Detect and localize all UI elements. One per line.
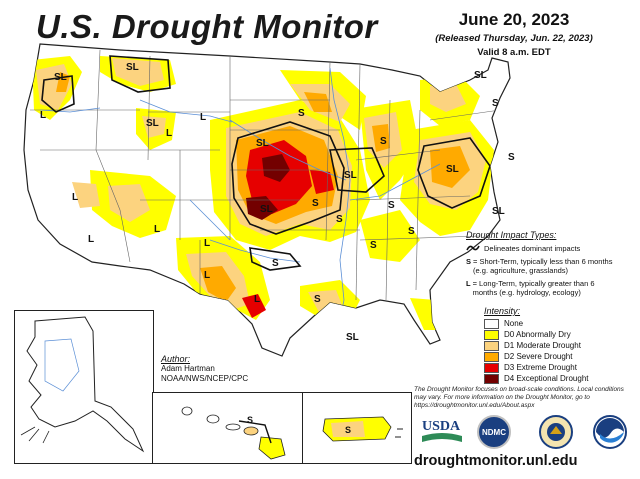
label-l-ca: L bbox=[72, 192, 78, 203]
label-s-wv: S bbox=[408, 226, 415, 237]
commerce-seal-logo bbox=[539, 415, 573, 449]
impact-lines bbox=[41, 55, 491, 271]
legend-d3: D3 Extreme Drought bbox=[484, 362, 589, 373]
website-url[interactable]: droughtmonitor.unl.edu bbox=[414, 453, 578, 469]
hawaii-map: S bbox=[181, 406, 286, 460]
label-sl-mt: SL bbox=[146, 118, 159, 129]
date-block: June 20, 2023 (Released Thursday, Jun. 2… bbox=[416, 10, 612, 58]
intensity-header: Intensity: bbox=[484, 306, 521, 316]
label-l-nm: L bbox=[204, 238, 210, 249]
usda-text: USDA bbox=[422, 419, 461, 434]
legend-label: None bbox=[504, 319, 524, 328]
impact-delineate-row: Delineates dominant impacts bbox=[466, 244, 636, 253]
label-l-ca2: L bbox=[88, 234, 94, 245]
intensity-legend: Intensity: None D0 Abnormally Dry D1 Mod… bbox=[484, 306, 589, 384]
state-borders bbox=[30, 49, 501, 301]
author-name: Adam Hartman bbox=[161, 364, 215, 373]
label-s-mo: S bbox=[312, 198, 319, 209]
legend-none: None bbox=[484, 318, 589, 329]
label-s-ky: S bbox=[370, 240, 377, 251]
label-s-mn: S bbox=[298, 108, 305, 119]
author-org: NOAA/NWS/NCEP/CPC bbox=[161, 374, 249, 383]
impact-header: Drought Impact Types: bbox=[466, 230, 557, 240]
partner-logos: USDA NDMC bbox=[416, 414, 636, 450]
impact-short-row: S = Short-Term, typically less than 6 mo… bbox=[466, 257, 636, 275]
legend-label: D0 Abnormally Dry bbox=[504, 330, 571, 339]
legend-label: D3 Extreme Drought bbox=[504, 363, 577, 372]
short-term-text: = Short-Term, typically less than 6 mont… bbox=[473, 257, 613, 275]
long-term-text: = Long-Term, typically greater than 6 mo… bbox=[472, 279, 595, 297]
delineation-line-icon bbox=[466, 245, 480, 251]
hawaii-inset: S bbox=[152, 392, 304, 464]
label-s-me: S bbox=[492, 98, 499, 109]
hawaii-label-s: S bbox=[247, 415, 253, 425]
label-sl-ne: SL bbox=[256, 138, 269, 149]
d4-areas bbox=[246, 154, 290, 220]
author-block: Author: Adam Hartman NOAA/NWS/NCEP/CPC bbox=[161, 354, 248, 384]
ndmc-text: NDMC bbox=[482, 428, 506, 437]
legend-label: D1 Moderate Drought bbox=[504, 341, 581, 350]
label-l-id: L bbox=[166, 128, 172, 139]
label-sl-la2: SL bbox=[346, 332, 359, 343]
label-sl-pa: SL bbox=[446, 164, 459, 175]
label-sl-ks: SL bbox=[260, 204, 273, 215]
short-term-key: S bbox=[466, 257, 472, 266]
map-date: June 20, 2023 bbox=[458, 10, 570, 29]
alaska-inset bbox=[14, 310, 154, 464]
swatch-d1 bbox=[484, 340, 499, 351]
noaa-logo bbox=[593, 415, 627, 449]
puerto-rico-inset: S bbox=[302, 392, 412, 464]
swatch-d4 bbox=[484, 373, 499, 384]
delineates-text: Delineates dominant impacts bbox=[484, 244, 581, 253]
release-date: (Released Thursday, Jun. 22, 2023) bbox=[435, 33, 593, 44]
legend-d2: D2 Severe Drought bbox=[484, 351, 589, 362]
legend-label: D2 Severe Drought bbox=[504, 352, 573, 361]
label-s-ma: S bbox=[508, 152, 515, 163]
label-sl-nw: SL bbox=[54, 72, 67, 83]
label-l-wy: L bbox=[200, 112, 206, 123]
label-sl-ia: SL bbox=[344, 170, 357, 181]
legend-d4: D4 Exceptional Drought bbox=[484, 373, 589, 384]
swatch-d2 bbox=[484, 351, 499, 362]
label-s-mi: S bbox=[380, 136, 387, 147]
puerto-rico-map: S bbox=[322, 416, 403, 442]
pr-label-s: S bbox=[345, 425, 351, 435]
impact-labels: SL SL L SL L S SL SL S SL SL S S SL SL S… bbox=[40, 62, 515, 343]
legend-d0: D0 Abnormally Dry bbox=[484, 329, 589, 340]
alaska-map bbox=[20, 316, 145, 453]
label-s-il: S bbox=[336, 214, 343, 225]
label-s-oh: S bbox=[388, 200, 395, 211]
valid-time: Valid 8 a.m. EDT bbox=[477, 47, 551, 58]
ndmc-logo: NDMC bbox=[477, 415, 511, 449]
label-l-az: L bbox=[154, 224, 160, 235]
label-s-la: S bbox=[314, 294, 321, 305]
long-term-key: L bbox=[466, 279, 471, 288]
author-header: Author: bbox=[161, 354, 191, 364]
label-l-or: L bbox=[40, 110, 46, 121]
swatch-d0 bbox=[484, 329, 499, 340]
label-sl-ne-coast: SL bbox=[474, 70, 487, 81]
label-sl-va: SL bbox=[492, 206, 505, 217]
impact-legend: Drought Impact Types: Delineates dominan… bbox=[466, 230, 636, 297]
legend-d1: D1 Moderate Drought bbox=[484, 340, 589, 351]
label-l-tx: L bbox=[204, 270, 210, 281]
label-s-ok: S bbox=[272, 258, 279, 269]
label-sl-id: SL bbox=[126, 62, 139, 73]
label-l-tx2: L bbox=[254, 294, 260, 305]
usda-logo: USDA bbox=[422, 419, 462, 442]
swatch-d3 bbox=[484, 362, 499, 373]
swatch-none bbox=[484, 318, 499, 329]
page-title: U.S. Drought Monitor bbox=[36, 8, 378, 45]
impact-long-row: L = Long-Term, typically greater than 6 … bbox=[466, 279, 636, 297]
info-note: The Drought Monitor focuses on broad-sca… bbox=[414, 386, 624, 409]
legend-label: D4 Exceptional Drought bbox=[504, 374, 589, 383]
